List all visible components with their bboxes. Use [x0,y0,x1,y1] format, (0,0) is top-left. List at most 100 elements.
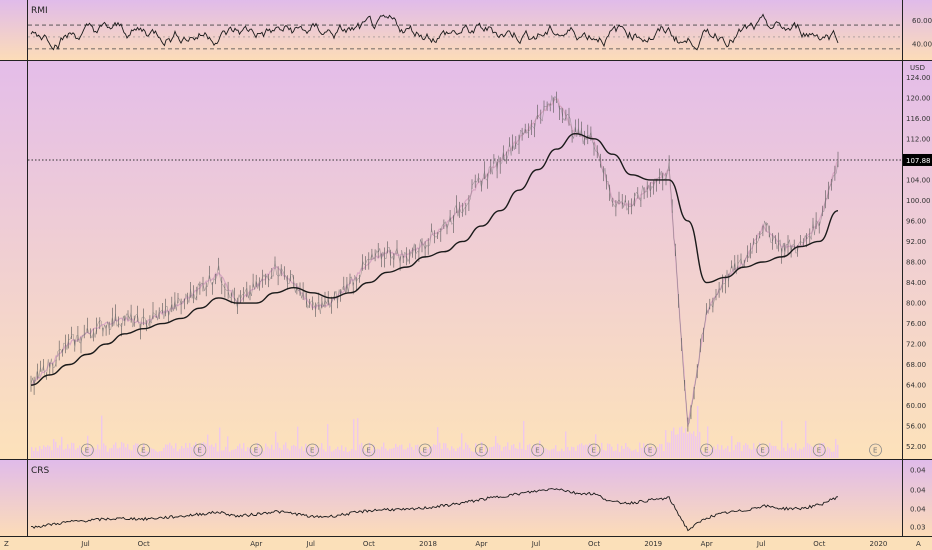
volume-bar [441,448,443,458]
earnings-event-badge[interactable] [137,443,151,457]
volume-bar [667,442,669,458]
volume-histogram [31,405,839,458]
volume-bar [539,440,541,458]
volume-bar [815,445,817,458]
volume-bar [321,443,323,458]
volume-bar [629,448,631,458]
volume-bar [301,446,303,458]
volume-bar [593,451,595,458]
volume-bar [87,435,89,458]
volume-bar [315,444,317,458]
earnings-event-badge[interactable] [249,443,263,457]
volume-bar [479,450,481,458]
earnings-event-badge[interactable] [643,443,657,457]
volume-bar [641,447,643,458]
earnings-event-badge[interactable] [756,443,770,457]
volume-bar [49,446,51,458]
volume-bar [293,444,295,458]
price-tick-label: 56.00 [906,423,926,431]
volume-bar [43,445,45,458]
earnings-event-badge[interactable] [80,443,94,457]
volume-bar [447,448,449,458]
volume-bar [307,446,309,458]
volume-bar [221,450,223,458]
volume-bar [39,446,41,458]
volume-bar [153,449,155,458]
earnings-event-label: E [817,447,821,455]
volume-bar [585,444,587,458]
earnings-event-badge[interactable] [587,443,601,457]
volume-bar [755,448,757,458]
volume-bar [531,449,533,458]
volume-bar [69,448,71,458]
volume-bar [369,442,371,458]
volume-bar [551,449,553,458]
volume-bar [297,426,299,458]
volume-bar [495,435,497,458]
earnings-event-badge[interactable] [812,443,826,457]
volume-bar [429,447,431,458]
earnings-event-badge[interactable] [531,443,545,457]
volume-bar [805,420,807,458]
volume-bar [355,450,357,458]
volume-bar [367,448,369,458]
volume-bar [431,446,433,458]
currency-label: USD [910,64,925,72]
volume-bar [193,445,195,458]
volume-bar [569,450,571,458]
price-tick-label: 72.00 [906,341,926,349]
volume-bar [737,442,739,458]
volume-bar [121,442,123,458]
ma-slow-line [30,133,839,386]
volume-bar [781,420,783,458]
volume-bar [413,449,415,458]
axes: 124.00120.00116.00112.00108.00104.00100.… [80,17,932,548]
volume-bar [519,442,521,458]
volume-bar [215,443,217,458]
volume-bar [705,451,707,458]
earnings-event-badge[interactable] [418,443,432,457]
earnings-event-badge[interactable] [193,443,207,457]
earnings-event-badge[interactable] [362,443,376,457]
price-tick-label: 116.00 [906,115,931,123]
volume-bar [709,451,711,458]
volume-bar [127,444,129,458]
earnings-event-badge[interactable] [869,443,882,457]
volume-bar [785,450,787,458]
volume-bar [513,444,515,458]
volume-bar [143,443,145,458]
volume-bar [767,446,769,458]
volume-bar [393,447,395,458]
volume-bar [295,446,297,458]
last-price-badge [903,153,932,166]
volume-bar [277,442,279,458]
volume-bar [411,447,413,458]
earnings-event-label: E [366,447,370,455]
volume-bar [675,434,677,458]
volume-bar [345,447,347,458]
volume-bar [185,442,187,458]
earnings-event-badge[interactable] [700,443,714,457]
earnings-event-badge[interactable] [306,443,319,457]
earnings-event-badge[interactable] [475,443,488,457]
volume-bar [267,446,269,458]
volume-bar [589,443,591,458]
volume-bar [455,451,457,458]
volume-bar [511,445,513,458]
volume-bar [557,451,559,458]
volume-bar [415,445,417,458]
volume-bar [169,442,171,458]
crs-label: CRS [31,466,50,476]
volume-bar [71,442,73,458]
volume-bar [403,449,405,458]
volume-bar [75,449,77,458]
guide-lines [28,24,902,161]
volume-bar [207,434,209,458]
volume-bar [423,449,425,458]
volume-bar [607,443,609,458]
time-axis-label: Apr [701,540,713,548]
volume-bar [485,446,487,458]
volume-bar [159,451,161,458]
volume-bar [507,442,509,458]
